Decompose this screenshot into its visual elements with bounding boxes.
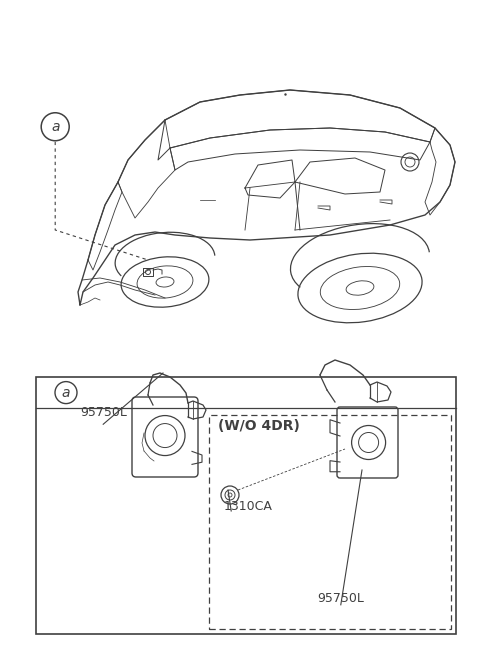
Text: (W/O 4DR): (W/O 4DR): [218, 419, 300, 433]
Bar: [36, 377, 456, 634]
Text: 95750L: 95750L: [80, 406, 127, 419]
Bar: [209, 415, 451, 629]
Text: 95750L: 95750L: [317, 592, 364, 604]
Text: a: a: [51, 120, 60, 134]
Text: 1310CA: 1310CA: [223, 500, 272, 514]
Text: a: a: [62, 385, 70, 400]
